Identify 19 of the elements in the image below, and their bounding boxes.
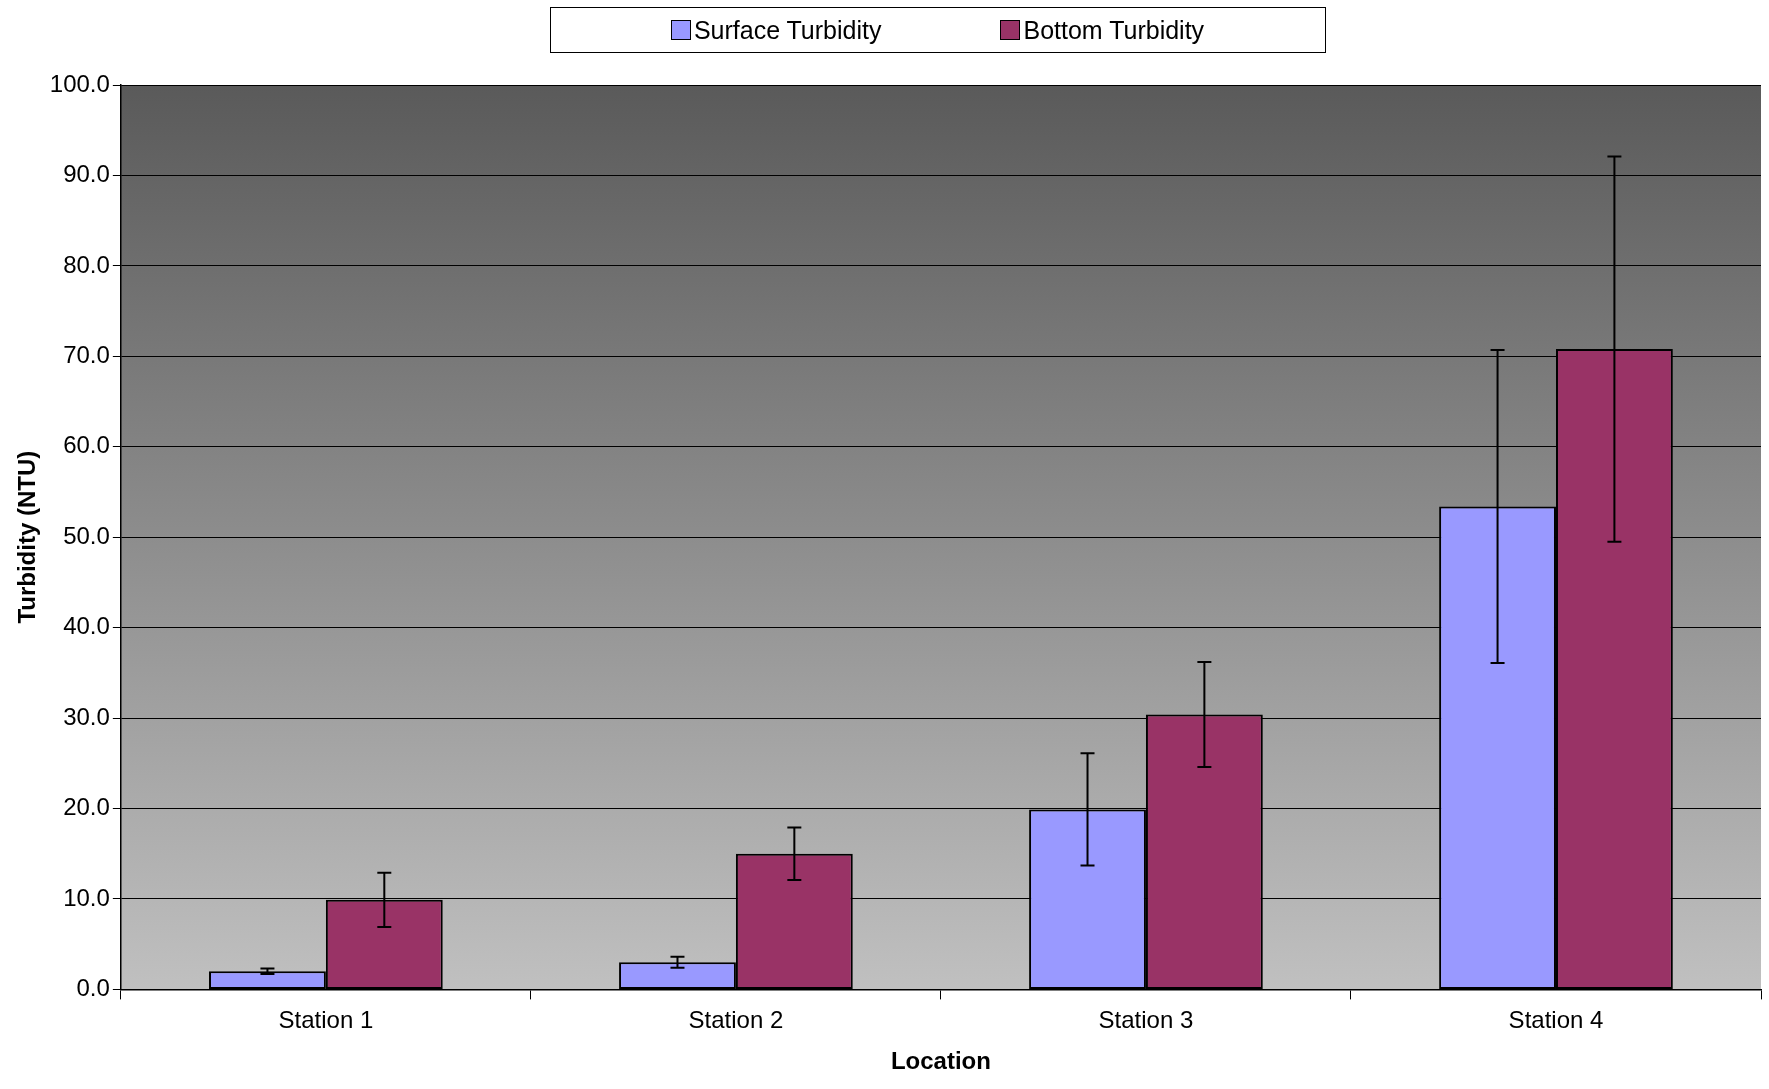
y-tick-label: 100.0 [49, 69, 110, 97]
x-axis-title: Location [890, 1047, 991, 1075]
y-tick-label: 0.0 [76, 974, 110, 1002]
x-tick-label: Station 4 [1508, 1006, 1604, 1034]
x-tick-label: Station 1 [278, 1006, 374, 1034]
y-tick-label: 50.0 [63, 521, 110, 549]
y-tick-label: 20.0 [63, 793, 110, 821]
legend-label: Surface Turbidity [693, 15, 882, 45]
y-tick-label: 40.0 [63, 612, 110, 640]
y-tick-label: 60.0 [63, 431, 110, 459]
y-tick-label: 70.0 [63, 340, 110, 368]
legend-label: Bottom Turbidity [1023, 15, 1205, 45]
y-tick-label: 90.0 [63, 160, 110, 188]
x-tick-label: Station 2 [688, 1006, 784, 1034]
y-tick-label: 80.0 [63, 250, 110, 278]
y-tick-label: 30.0 [63, 702, 110, 730]
y-tick-label: 10.0 [63, 883, 110, 911]
x-tick-label: Station 3 [1098, 1006, 1194, 1034]
y-axis-title: Turbidity (NTU) [13, 450, 41, 624]
